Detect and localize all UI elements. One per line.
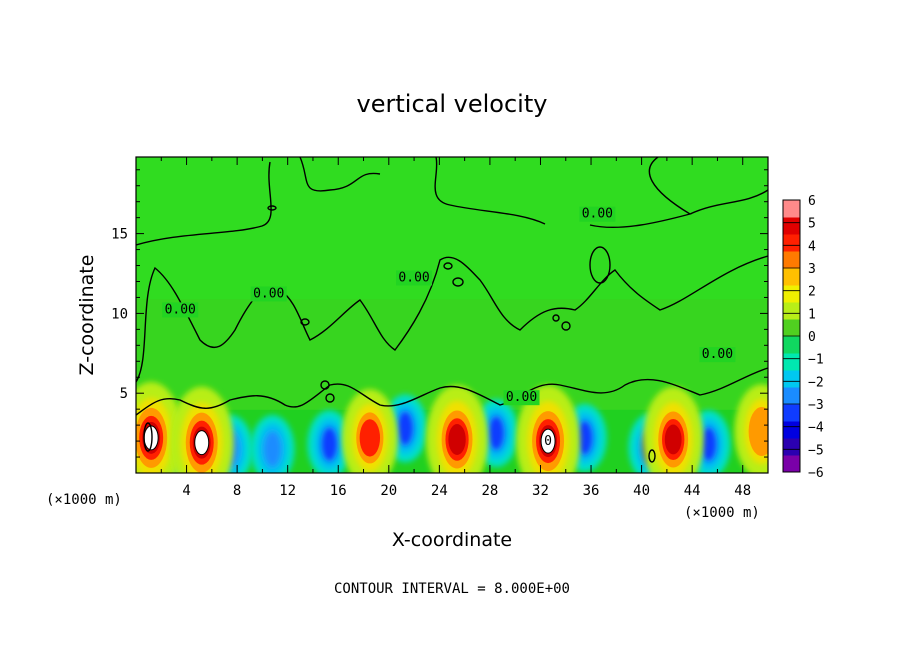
x-tick-label: 16 — [330, 483, 347, 499]
x-unit-right: (×1000 m) — [684, 505, 760, 521]
colorbar-swatch — [783, 404, 800, 422]
contour-label: 0.00 — [162, 302, 199, 318]
colorbar-swatch — [783, 268, 800, 286]
colorbar-swatch — [783, 336, 800, 354]
svg-text:0.00: 0.00 — [702, 347, 733, 362]
colorbar-label: −1 — [808, 353, 824, 368]
contour-label: 0.00 — [503, 390, 540, 406]
x-tick-label: 12 — [279, 483, 296, 499]
downdraft-cell — [250, 415, 295, 473]
downdraft-cell — [307, 410, 352, 473]
x-unit-left: (×1000 m) — [46, 492, 122, 508]
x-tick-label: 20 — [380, 483, 397, 499]
colorbar-swatch — [783, 353, 800, 371]
colorbar-swatch — [783, 319, 800, 337]
colorbar-label: 6 — [808, 194, 816, 209]
colorbar: 6 5 4 3 2 1 0 −1 −2 −3 −4 −5 −6 — [782, 194, 824, 481]
colorbar-swatch — [783, 234, 800, 252]
x-tick-labels: 4 8 12 16 20 24 28 32 36 40 44 48 — [182, 483, 751, 499]
x-tick-label: 48 — [734, 483, 751, 499]
colorbar-label: 4 — [808, 239, 816, 254]
updraft-cell — [734, 384, 768, 473]
svg-text:0.00: 0.00 — [506, 390, 537, 405]
x-tick-label: 8 — [233, 483, 241, 499]
svg-text:0.00: 0.00 — [165, 302, 196, 317]
upper-band — [136, 157, 768, 300]
x-tick-label: 44 — [684, 483, 701, 499]
colorbar-label: 3 — [808, 262, 816, 277]
y-axis-label: Z-coordinate — [76, 255, 98, 376]
colorbar-label: 1 — [808, 307, 816, 322]
updraft-cell — [169, 386, 234, 473]
plot-area: 0 0.00 0.00 0.00 0.00 0.00 0.00 — [135, 156, 769, 474]
velocity-field: 0 — [136, 157, 768, 473]
colorbar-swatch — [783, 285, 800, 303]
svg-text:0.00: 0.00 — [582, 207, 613, 222]
colorbar-swatch — [783, 217, 800, 235]
colorbar-label: −2 — [808, 375, 824, 390]
colorbar-label: 5 — [808, 217, 816, 232]
contour-label: 0.00 — [396, 270, 433, 286]
contour-interval-note: CONTOUR INTERVAL = 8.000E+00 — [334, 581, 570, 597]
colorbar-label: −6 — [808, 466, 824, 481]
x-axis-label: X-coordinate — [392, 529, 512, 551]
colorbar-swatch — [783, 455, 800, 473]
contour-labels: 0.00 0.00 0.00 0.00 0.00 0.00 — [162, 206, 736, 406]
colorbar-swatch — [783, 370, 800, 388]
colorbar-label: −3 — [808, 398, 824, 413]
x-tick-label: 24 — [431, 483, 448, 499]
contour-label: 0.00 — [699, 347, 736, 363]
chart-title: vertical velocity — [357, 90, 548, 118]
updraft-cell — [642, 386, 704, 473]
updraft-cell — [425, 385, 489, 473]
updraft-cell — [341, 389, 398, 473]
updraft-cell: 0 — [516, 385, 581, 473]
colorbar-swatch — [783, 438, 800, 456]
colorbar-swatch — [783, 251, 800, 269]
y-tick-labels: 5 10 15 — [111, 227, 128, 403]
colorbar-label: 0 — [808, 330, 816, 345]
colorbar-swatch — [783, 421, 800, 439]
contour-line — [136, 157, 768, 246]
colorbar-swatch — [783, 387, 800, 405]
x-tick-label: 4 — [182, 483, 190, 499]
colorbar-label: 2 — [808, 285, 816, 300]
x-tick-label: 32 — [532, 483, 549, 499]
x-tick-label: 40 — [633, 483, 650, 499]
contour-label: 0.00 — [579, 206, 616, 222]
y-tick-label: 10 — [111, 306, 128, 322]
svg-text:0.00: 0.00 — [398, 270, 429, 285]
updraft-label: 0 — [544, 434, 552, 449]
colorbar-swatch — [783, 200, 800, 218]
colorbar-swatch — [783, 302, 800, 320]
x-tick-label: 28 — [481, 483, 498, 499]
contour-label: 0.00 — [250, 286, 287, 302]
y-tick-label: 15 — [111, 227, 128, 243]
axis-ticks — [136, 157, 769, 473]
zero-contours — [136, 157, 768, 463]
colorbar-label: −5 — [808, 443, 824, 458]
svg-text:0.00: 0.00 — [253, 286, 284, 301]
plot-frame — [135, 156, 769, 474]
colorbar-label: −4 — [808, 421, 824, 436]
x-tick-label: 36 — [583, 483, 600, 499]
y-tick-label: 5 — [120, 386, 128, 402]
contour-line — [136, 367, 768, 416]
